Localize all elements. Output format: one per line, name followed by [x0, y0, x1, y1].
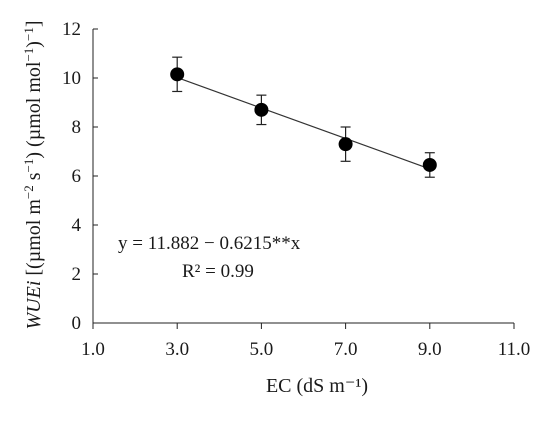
- x-tick-label: 5.0: [250, 339, 274, 360]
- y-axis-title-part: ): [23, 41, 45, 48]
- y-axis-title-part: −1: [21, 159, 36, 173]
- x-tick-label: 1.0: [81, 339, 105, 360]
- data-points: [170, 67, 437, 172]
- y-tick-label: 4: [72, 215, 82, 236]
- x-tick-label: 9.0: [418, 339, 442, 360]
- regression-line: [176, 77, 431, 170]
- data-point: [254, 102, 269, 117]
- y-axis-title-part: −1: [21, 48, 36, 62]
- y-tick-label: 10: [62, 68, 81, 89]
- y-tick-label: 2: [72, 264, 82, 285]
- regression-equation: y = 11.882 − 0.6215**x: [118, 233, 301, 254]
- x-tick-labels: 1.0 3.0 5.0 7.0 9.0 11.0: [81, 339, 530, 360]
- y-axis-title-part: ]: [23, 21, 45, 28]
- y-tick-label: 6: [72, 166, 82, 187]
- y-tick-label: 8: [72, 117, 82, 138]
- y-axis-title-part: [(µmol m: [23, 199, 45, 281]
- y-tick-labels: 0 2 4 6 8 10 12: [62, 19, 82, 334]
- y-axis-title-part: −2: [21, 185, 36, 199]
- y-axis-title-part: ) (µmol mol: [23, 61, 45, 159]
- y-axis-title: WUEi [(µmol m−2 s−1) (µmol mol−1)−1]: [21, 21, 46, 330]
- error-bars: [172, 56, 435, 178]
- x-tick-label: 7.0: [334, 339, 358, 360]
- data-point: [338, 137, 353, 152]
- axes: [92, 28, 515, 329]
- data-point: [170, 67, 185, 82]
- data-point: [422, 157, 437, 172]
- y-tick-label: 12: [62, 19, 81, 40]
- y-tick-label: 0: [72, 313, 82, 334]
- x-tick-label: 11.0: [498, 339, 531, 360]
- x-tick-label: 3.0: [165, 339, 189, 360]
- x-axis-title: EC (dS m⁻¹): [266, 375, 368, 397]
- y-axis-title-part: WUEi: [23, 281, 45, 330]
- y-axis-title-part: −1: [21, 27, 36, 41]
- regression-line-group: [176, 77, 431, 170]
- r-squared-label: R² = 0.99: [182, 261, 254, 282]
- y-axis-title-part: s: [23, 172, 45, 185]
